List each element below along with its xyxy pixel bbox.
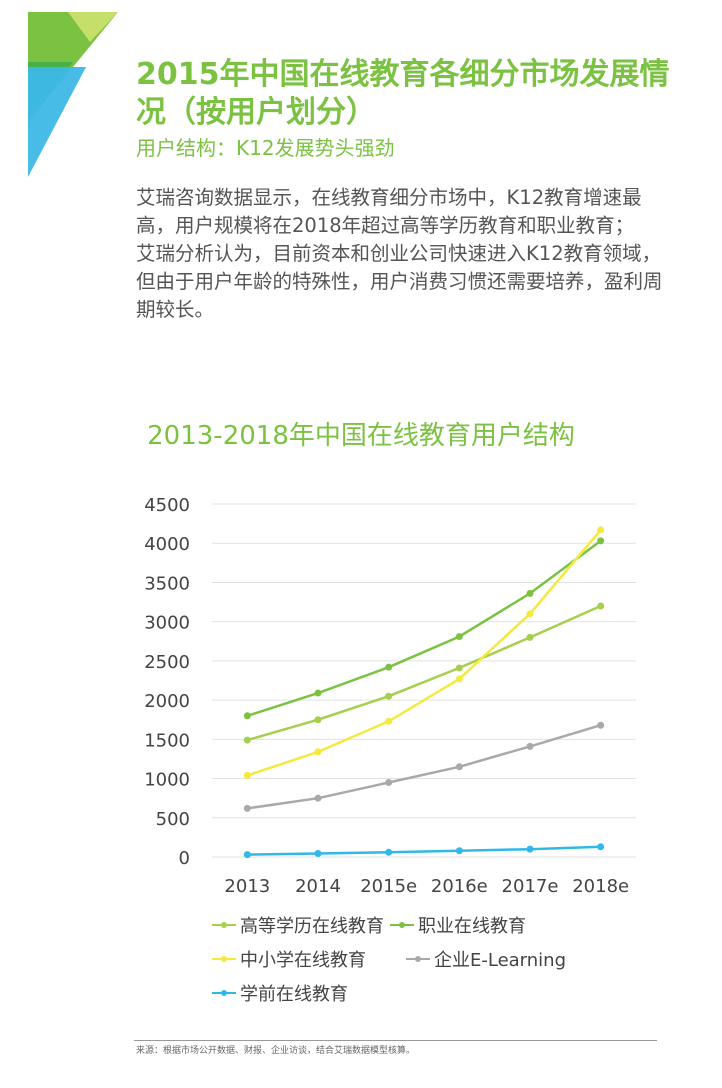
- chart-series: [243, 526, 605, 859]
- y-tick-label: 0: [179, 848, 190, 869]
- data-point: [243, 771, 251, 779]
- chart-title: 2013-2018年中国在线教育用户结构: [147, 421, 575, 451]
- legend-label: 学前在线教育: [240, 984, 348, 1005]
- y-tick-label: 500: [156, 809, 190, 830]
- x-tick-label: 2015e: [360, 876, 417, 897]
- data-point: [455, 847, 463, 855]
- data-point: [243, 804, 251, 812]
- y-tick-label: 4000: [144, 534, 190, 555]
- data-point: [526, 845, 534, 853]
- y-tick-label: 2000: [144, 691, 190, 712]
- data-point: [526, 610, 534, 618]
- data-point: [597, 537, 605, 545]
- series-0: [243, 602, 605, 744]
- chart-grid: [212, 503, 636, 858]
- y-tick-label: 1000: [144, 770, 190, 791]
- x-tick-label: 2018e: [572, 876, 629, 897]
- series-line: [246, 604, 602, 742]
- data-point: [385, 848, 393, 856]
- analysis-paragraph-1: 艾瑞咨询数据显示，在线教育细分市场中，K12教育增速最高，用户规模将在2018年…: [136, 186, 642, 237]
- data-point: [526, 589, 534, 597]
- data-point: [314, 716, 322, 724]
- logo-light-triangle: [68, 12, 118, 42]
- legend-marker: [212, 986, 236, 1000]
- data-point: [455, 763, 463, 771]
- line-chart: 4500 4000 3500 3000 2500 2000 1500 1000 500 0 201…: [144, 495, 636, 897]
- legend-item-higher-education: 高等学历在线教育: [212, 912, 390, 938]
- data-point: [597, 843, 605, 851]
- legend-marker: [212, 952, 236, 966]
- legend-marker: [212, 918, 236, 932]
- data-point: [385, 717, 393, 725]
- legend-label: 企业E-Learning: [434, 950, 567, 971]
- data-point: [243, 736, 251, 744]
- data-point: [455, 633, 463, 641]
- legend-item-preschool: 学前在线教育: [212, 980, 348, 1006]
- analysis-text: 艾瑞咨询数据显示，在线教育细分市场中，K12教育增速最高，用户规模将在2018年…: [136, 184, 676, 324]
- analysis-paragraph-2: 艾瑞分析认为，目前资本和创业公司快速进入K12教育领域，但由于用户年龄的特殊性，…: [136, 242, 663, 321]
- y-axis-ticks: 4500 4000 3500 3000 2500 2000 1500 1000 500 0: [144, 495, 190, 869]
- footer-divider: [134, 1040, 657, 1041]
- legend-marker: [406, 952, 430, 966]
- data-point: [385, 663, 393, 671]
- page-subtitle: 用户结构：K12发展势头强劲: [136, 136, 395, 160]
- source-note: 来源：根据市场公开数据、财报、企业访谈，结合艾瑞数据模型核算。: [136, 1046, 416, 1056]
- y-tick-label: 2500: [144, 652, 190, 673]
- x-tick-label: 2013: [224, 876, 270, 897]
- data-point: [385, 692, 393, 700]
- series-line: [247, 845, 601, 856]
- legend-label: 中小学在线教育: [240, 950, 366, 971]
- legend-marker: [390, 918, 414, 932]
- y-tick-label: 3000: [144, 613, 190, 634]
- data-point: [597, 602, 605, 610]
- y-tick-label: 1500: [144, 730, 190, 751]
- data-point: [385, 778, 393, 786]
- series-line: [246, 539, 602, 717]
- legend-row: 中小学在线教育 企业E-Learning: [212, 942, 692, 976]
- logo-blue-triangle: [28, 67, 86, 177]
- series-line: [247, 724, 602, 810]
- series-4: [243, 843, 605, 859]
- series-line: [246, 529, 602, 777]
- x-tick-label: 2017e: [502, 876, 559, 897]
- legend-row: 学前在线教育: [212, 976, 692, 1010]
- chart-legend: 高等学历在线教育 职业在线教育 中小学在线教育 企业E-Learning 学前在…: [212, 908, 692, 1010]
- y-tick-label: 3500: [144, 573, 190, 594]
- legend-item-k12: 中小学在线教育: [212, 946, 406, 972]
- series-1: [243, 537, 605, 720]
- data-point: [526, 742, 534, 750]
- page-title: 2015年中国在线教育各细分市场发展情况（按用户划分）: [136, 57, 670, 130]
- data-point: [243, 851, 251, 859]
- data-point: [455, 675, 463, 683]
- data-point: [314, 748, 322, 756]
- data-point: [314, 849, 322, 857]
- data-point: [314, 689, 322, 697]
- data-point: [314, 794, 322, 802]
- legend-row: 高等学历在线教育 职业在线教育: [212, 908, 692, 942]
- data-point: [597, 526, 605, 534]
- y-tick-label: 4500: [144, 495, 190, 516]
- series-2: [243, 526, 605, 779]
- brand-logo: [28, 12, 118, 177]
- x-tick-label: 2016e: [431, 876, 488, 897]
- legend-item-enterprise-elearning: 企业E-Learning: [406, 946, 566, 972]
- data-point: [455, 664, 463, 672]
- legend-label: 高等学历在线教育: [240, 916, 384, 937]
- legend-label: 职业在线教育: [418, 916, 526, 937]
- data-point: [597, 721, 605, 729]
- legend-item-vocational: 职业在线教育: [390, 912, 526, 938]
- x-axis-ticks: 2013 2014 2015e 2016e 2017e 2018e: [224, 876, 629, 897]
- x-tick-label: 2014: [295, 876, 341, 897]
- data-point: [526, 633, 534, 641]
- data-point: [243, 712, 251, 720]
- series-3: [243, 721, 605, 812]
